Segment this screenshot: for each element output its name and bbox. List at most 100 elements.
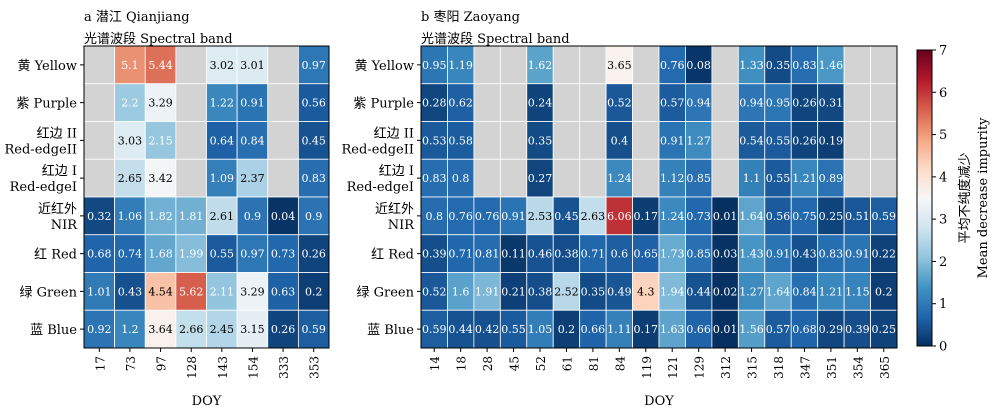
heatmap-cell xyxy=(685,309,713,349)
cell-value-label: 1.12 xyxy=(660,172,685,185)
cell-value-label: 1.21 xyxy=(792,172,817,185)
cell-value-label: 0.44 xyxy=(686,285,711,298)
cell-value-label: 1.62 xyxy=(528,59,553,72)
cell-value-label: 0.44 xyxy=(448,323,473,336)
cell-value-label: 1.99 xyxy=(179,248,204,261)
x-tick-label: 97 xyxy=(155,356,169,371)
cell-value-label: 1.09 xyxy=(210,172,235,185)
cell-value-label: 1.19 xyxy=(448,59,473,72)
cell-value-label: 1.1 xyxy=(743,172,761,185)
cell-value-label: 0.83 xyxy=(301,172,326,185)
cell-value-label: 0.35 xyxy=(581,285,606,298)
cell-value-label: 2.61 xyxy=(210,210,235,223)
heatmap-cell-missing xyxy=(843,158,871,198)
cell-value-label: 0.66 xyxy=(581,323,606,336)
heatmap-cell-missing xyxy=(870,158,898,198)
heatmap-cell xyxy=(206,196,238,236)
x-tick-label: 347 xyxy=(798,356,812,379)
heatmap-cell xyxy=(685,196,713,236)
cell-value-label: 0.94 xyxy=(739,97,764,110)
cell-value-label: 1.91 xyxy=(475,285,500,298)
cell-value-label: 0.8 xyxy=(425,210,443,223)
cell-value-label: 0.24 xyxy=(528,97,553,110)
heatmap-cell xyxy=(843,309,871,349)
heatmap-cell-missing xyxy=(83,158,116,198)
heatmap-cell-missing xyxy=(870,121,898,160)
cell-value-label: 1.82 xyxy=(148,210,173,223)
cell-value-label: 0.03 xyxy=(713,248,738,261)
heatmap-cell-missing xyxy=(267,158,299,198)
heatmap-cell xyxy=(114,309,146,349)
heatmap-cell xyxy=(114,272,146,311)
cell-value-label: 1.64 xyxy=(766,285,791,298)
y-tick-label: 红边 II Red-edgeII xyxy=(342,125,415,157)
panel-label: b 枣阳 Zaoyang xyxy=(421,10,520,25)
cell-value-label: 3.29 xyxy=(148,97,173,110)
cell-value-label: 0.8 xyxy=(452,172,470,185)
cell-value-label: 5.1 xyxy=(121,59,139,72)
x-tick-label: 318 xyxy=(772,356,786,379)
heatmap-cell xyxy=(114,158,146,198)
heatmap-cell xyxy=(843,234,871,273)
heatmap-cell xyxy=(685,272,713,311)
heatmap-cell xyxy=(526,234,554,273)
colorbar-tick-label: 1 xyxy=(939,297,947,312)
colorbar: 0 1 2 3 4 5 6 7 平均不纯度减少 Mean decrease impurity xyxy=(916,44,991,355)
heatmap-cell-missing xyxy=(473,158,501,198)
x-tick-label: 333 xyxy=(277,356,291,379)
heatmap-cell xyxy=(267,309,299,349)
y-tick-label: 红 Red xyxy=(371,247,414,263)
heatmap-cell xyxy=(764,196,792,236)
cell-value-label: 1.27 xyxy=(739,285,764,298)
heatmap-cell xyxy=(114,196,146,236)
cell-value-label: 0.02 xyxy=(713,285,738,298)
x-tick-label: 61 xyxy=(560,356,574,371)
cell-value-label: 0.45 xyxy=(554,210,579,223)
heatmap-cell xyxy=(579,272,607,311)
cell-value-label: 0.26 xyxy=(301,248,326,261)
cell-value-label: 2.37 xyxy=(240,172,265,185)
cell-value-label: 0.76 xyxy=(660,59,685,72)
cell-value-label: 0.75 xyxy=(792,210,817,223)
heatmap-cell xyxy=(144,272,177,311)
panel-subtitle: 光谱波段 Spectral band xyxy=(84,32,233,47)
heatmap-cell xyxy=(764,234,792,273)
cell-value-label: 0.91 xyxy=(660,134,685,147)
cell-value-label: 2.63 xyxy=(581,210,606,223)
heatmap-cell-missing xyxy=(552,45,581,85)
heatmap-cell xyxy=(175,309,207,349)
heatmap-cell xyxy=(236,309,269,349)
cell-value-label: 0.73 xyxy=(271,248,296,261)
heatmap-cell xyxy=(632,309,660,349)
cell-value-label: 0.85 xyxy=(686,248,711,261)
heatmap-cell-missing xyxy=(175,158,207,198)
panel-subtitle: 光谱波段 Spectral band xyxy=(421,32,570,47)
heatmap-cell xyxy=(817,158,845,198)
cell-value-label: 0.71 xyxy=(448,248,473,261)
y-tick-label: 绿 Green xyxy=(20,285,78,300)
heatmap-cell xyxy=(790,234,819,273)
x-tick-label: 45 xyxy=(508,356,522,371)
heatmap-cell xyxy=(447,158,475,198)
x-tick-label: 18 xyxy=(455,356,469,371)
cell-value-label: 0.9 xyxy=(305,210,323,223)
cell-value-label: 0.73 xyxy=(686,210,711,223)
cell-value-label: 0.19 xyxy=(819,134,844,147)
x-tick-label: 351 xyxy=(825,356,839,379)
cell-value-label: 0.84 xyxy=(240,134,265,147)
heatmap-cell xyxy=(817,309,845,349)
cell-value-label: 1.33 xyxy=(739,59,764,72)
cell-value-label: 0.46 xyxy=(528,248,553,261)
cell-value-label: 0.97 xyxy=(301,59,326,72)
panel-label: a 潜江 Qianjiang xyxy=(84,10,190,25)
heatmap-cell-missing xyxy=(499,121,528,160)
heatmap-cell-missing xyxy=(83,83,116,122)
heatmap-cell-missing xyxy=(579,45,607,85)
cell-value-label: 0.95 xyxy=(766,97,791,110)
cell-value-label: 0.81 xyxy=(475,248,500,261)
heatmap-cell xyxy=(144,196,177,236)
heatmap-cell-missing xyxy=(267,45,299,85)
x-tick-label: 129 xyxy=(693,356,707,379)
y-tick-label: 蓝 Blue xyxy=(30,323,77,338)
cell-value-label: 2.66 xyxy=(179,323,204,336)
